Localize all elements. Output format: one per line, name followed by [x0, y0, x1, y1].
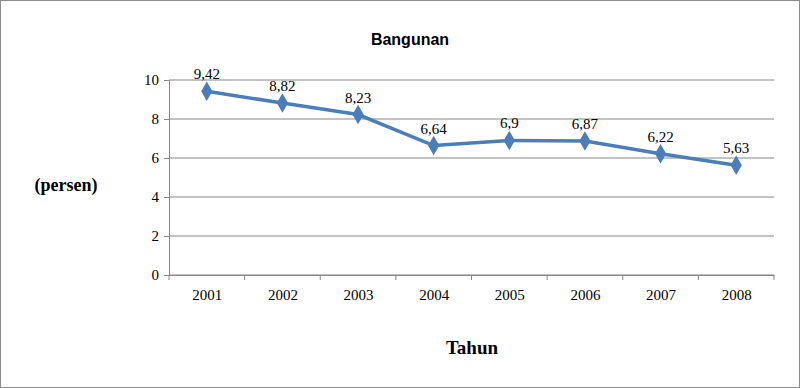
- y-tick: 6: [152, 150, 170, 166]
- y-tick-mark: [164, 80, 169, 81]
- x-tick: 2003: [344, 275, 374, 303]
- y-tick-label: 6: [152, 150, 160, 166]
- marks: [201, 82, 742, 175]
- marker: [277, 93, 288, 113]
- x-tick: 2008: [722, 275, 752, 303]
- marker: [504, 131, 515, 151]
- marker: [201, 82, 212, 102]
- y-axis: 0 2 4 6 8 10: [144, 72, 170, 283]
- marker: [731, 155, 742, 175]
- marker: [428, 136, 439, 156]
- marker: [352, 105, 363, 125]
- y-tick-mark: [164, 275, 169, 276]
- y-tick: 10: [144, 72, 169, 88]
- x-separator: [320, 275, 321, 280]
- y-tick-label: 8: [152, 111, 160, 127]
- x-tick: 2005: [495, 275, 525, 303]
- y-axis-title: (persen): [35, 175, 98, 196]
- y-tick-mark: [164, 158, 169, 159]
- y-tick-mark: [164, 236, 169, 237]
- y-tick-label: 4: [152, 189, 160, 205]
- x-separator: [547, 275, 548, 280]
- chart: 0 2 4 6 8 10 2001 2002 2003 2004 2005 2006 2007 2008 9…: [0, 0, 800, 388]
- grid-line: [169, 80, 774, 81]
- x-separator: [774, 275, 775, 280]
- data-label: 8,23: [345, 90, 371, 106]
- y-axis-line: [164, 81, 170, 276]
- x-tick-label: 2008: [722, 287, 752, 303]
- x-separator: [471, 275, 472, 280]
- x-tick-label: 2002: [268, 287, 298, 303]
- data-label: 6,9: [500, 115, 519, 131]
- grid-line: [169, 119, 774, 120]
- marker: [579, 131, 590, 151]
- grid: [169, 80, 774, 275]
- x-separator: [622, 275, 623, 280]
- y-tick-mark: [164, 119, 169, 120]
- y-tick: 0: [152, 267, 170, 283]
- y-tick: 2: [152, 228, 170, 244]
- x-separator: [244, 275, 245, 280]
- y-tick: 4: [152, 189, 170, 205]
- x-tick: 2001: [192, 275, 222, 303]
- frame: [1, 1, 800, 388]
- x-separator: [395, 275, 396, 280]
- data-label: 5,63: [723, 140, 749, 156]
- x-tick: 2006: [570, 275, 601, 303]
- y-tick-label: 10: [144, 72, 159, 88]
- y-tick-label: 2: [152, 228, 160, 244]
- marker: [655, 144, 666, 164]
- y-tick: 8: [152, 111, 170, 127]
- x-separator: [698, 275, 699, 280]
- x-tick-label: 2005: [495, 287, 525, 303]
- data-label: 8,82: [269, 78, 295, 94]
- y-tick-mark: [164, 197, 169, 198]
- x-tick-label: 2004: [419, 287, 450, 303]
- data-label: 6,64: [421, 121, 448, 137]
- line: [207, 91, 736, 165]
- x-tick-label: 2006: [570, 287, 601, 303]
- x-axis-title: Tahun: [446, 337, 499, 358]
- x-tick: 2007: [646, 275, 677, 303]
- x-separator: [169, 275, 170, 280]
- x-tick-label: 2001: [192, 287, 222, 303]
- x-tick: 2004: [419, 275, 450, 303]
- data-labels: 9,42 8,82 8,23 6,64 6,9 6,87 6,22 5,63: [194, 66, 750, 156]
- x-axis: 2001 2002 2003 2004 2005 2006 2007 2008: [169, 275, 775, 303]
- data-label: 6,87: [572, 116, 599, 132]
- grid-line: [169, 197, 774, 198]
- y-tick-label: 0: [152, 267, 160, 283]
- x-separators: [169, 275, 774, 280]
- data-label: 6,22: [647, 129, 673, 145]
- title: Bangunan: [371, 31, 449, 48]
- data-label: 9,42: [194, 66, 220, 82]
- x-tick-label: 2003: [344, 287, 374, 303]
- grid-line: [169, 236, 774, 237]
- x-tick: 2002: [268, 275, 298, 303]
- x-tick-label: 2007: [646, 287, 677, 303]
